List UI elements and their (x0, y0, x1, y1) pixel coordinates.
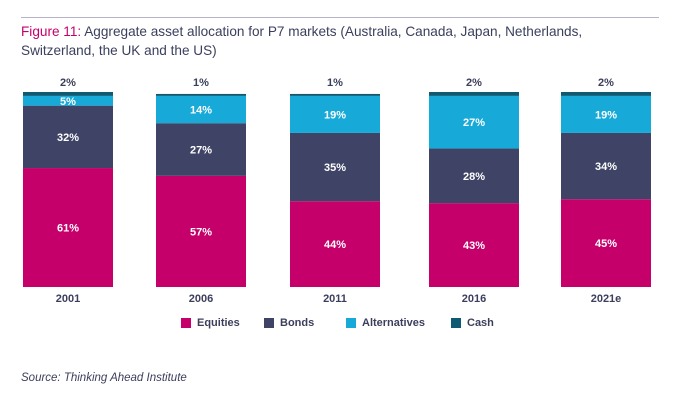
figure-title: Figure 11: Aggregate asset allocation fo… (21, 22, 657, 60)
x-tick-label-2006: 2006 (189, 293, 213, 305)
data-label-bonds-2011: 35% (324, 162, 346, 174)
legend-swatch-alternatives (346, 318, 356, 328)
data-label-cash-2011: 1% (327, 77, 343, 89)
bar-bonds-2021e (561, 132, 651, 200)
bar-alternatives-2016 (429, 95, 519, 149)
legend-swatch-cash (451, 318, 461, 328)
bar-alternatives-2001 (23, 95, 113, 106)
bar-equities-2001 (23, 168, 113, 287)
data-label-alternatives-2001: 5% (60, 96, 76, 108)
bar-alternatives-2021e (561, 95, 651, 133)
legend-item-alternatives: Alternatives (346, 315, 425, 331)
bar-equities-2011 (290, 201, 380, 287)
data-label-equities-2006: 57% (190, 226, 212, 238)
bar-cash-2016 (429, 92, 519, 96)
legend-item-bonds: Bonds (264, 315, 314, 331)
bar-bonds-2016 (429, 148, 519, 204)
data-label-bonds-2006: 27% (190, 145, 212, 157)
legend-label-alternatives: Alternatives (362, 317, 425, 329)
top-divider (21, 17, 659, 18)
figure-label: Figure 11: (21, 24, 82, 39)
legend-swatch-equities (181, 318, 191, 328)
legend-label-equities: Equities (197, 317, 240, 329)
x-tick-label-2016: 2016 (462, 293, 486, 305)
legend-item-equities: Equities (181, 315, 240, 331)
x-tick-label-2001: 2001 (56, 293, 80, 305)
data-label-equities-2011: 44% (324, 239, 346, 251)
x-tick-label-2021e: 2021e (591, 293, 622, 305)
data-label-cash-2006: 1% (193, 77, 209, 89)
legend-label-cash: Cash (467, 317, 494, 329)
bar-cash-2021e (561, 92, 651, 96)
legend-swatch-bonds (264, 318, 274, 328)
x-tick-label-2011: 2011 (323, 293, 347, 305)
data-label-equities-2001: 61% (57, 223, 79, 235)
data-label-alternatives-2011: 19% (324, 109, 346, 121)
legend-item-cash: Cash (451, 315, 494, 331)
data-label-alternatives-2016: 27% (463, 117, 485, 129)
chart-legend: Equities Bonds Alternatives Cash (0, 315, 681, 331)
data-label-equities-2021e: 45% (595, 238, 617, 250)
bar-alternatives-2006 (156, 95, 246, 124)
bar-cash-2001 (23, 92, 113, 96)
data-label-bonds-2016: 28% (463, 171, 485, 183)
bar-equities-2021e (561, 199, 651, 287)
figure-title-text: Aggregate asset allocation for P7 market… (21, 24, 583, 58)
data-label-bonds-2001: 32% (57, 132, 79, 144)
bar-equities-2006 (156, 175, 246, 287)
data-label-alternatives-2021e: 19% (595, 109, 617, 121)
data-label-cash-2001: 2% (60, 77, 76, 89)
stacked-bar-chart: 61% 32% 5% 2% 2001 57% 27% 14% 1% 2006 44% 35% 19% 1%… (23, 77, 651, 305)
data-label-cash-2021e: 2% (598, 77, 614, 89)
bar-bonds-2011 (290, 132, 380, 202)
bar-alternatives-2011 (290, 95, 380, 133)
source-note: Source: Thinking Ahead Institute (21, 372, 187, 384)
bar-bonds-2001 (23, 105, 113, 169)
data-label-cash-2016: 2% (466, 77, 482, 89)
legend-label-bonds: Bonds (280, 317, 315, 329)
bar-bonds-2006 (156, 123, 246, 176)
data-label-bonds-2021e: 34% (595, 161, 617, 173)
bar-equities-2016 (429, 203, 519, 287)
data-label-equities-2016: 43% (463, 240, 485, 252)
data-label-alternatives-2006: 14% (190, 105, 212, 117)
bar-cash-2011 (290, 93, 380, 96)
bar-cash-2006 (156, 93, 246, 96)
